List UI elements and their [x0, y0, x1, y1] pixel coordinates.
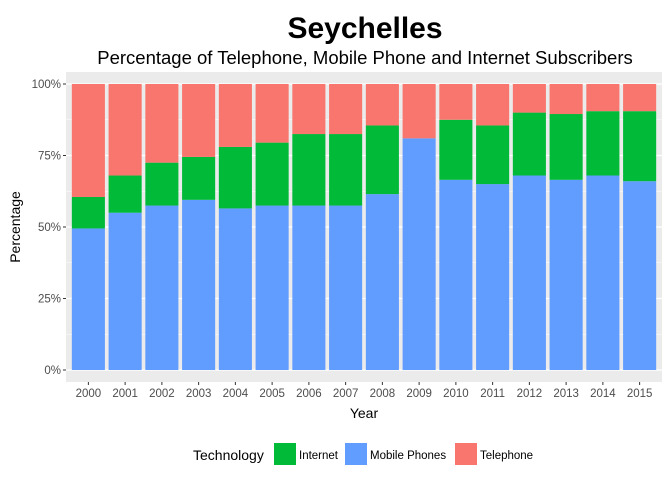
bar-telephone-2002	[145, 84, 179, 163]
bar-internet-2014	[586, 111, 620, 176]
bar-telephone-2011	[476, 84, 510, 126]
bar-internet-2011	[476, 125, 510, 185]
bar-telephone-2014	[586, 84, 620, 112]
legend-title: Technology	[193, 447, 264, 463]
x-tick-label: 2012	[517, 388, 543, 400]
bar-telephone-2008	[365, 84, 399, 126]
bar-internet-2012	[512, 112, 546, 176]
x-tick-label: 2010	[443, 388, 469, 400]
bar-internet-2007	[329, 134, 363, 206]
bar-mobile-phones-2005	[255, 205, 289, 370]
x-tick-label: 2007	[333, 388, 359, 400]
legend-swatch-telephone	[455, 443, 477, 465]
bar-telephone-2007	[329, 84, 363, 135]
bar-mobile-phones-2015	[623, 181, 657, 370]
x-tick-label: 2015	[627, 388, 653, 400]
x-tick-label: 2001	[112, 388, 138, 400]
bar-telephone-2015	[623, 84, 657, 112]
bar-telephone-2003	[182, 84, 216, 157]
bars-layer	[71, 84, 657, 370]
bar-mobile-phones-2012	[512, 175, 546, 370]
bar-internet-2006	[292, 134, 326, 206]
bar-internet-2013	[549, 114, 583, 180]
bar-mobile-phones-2009	[402, 138, 436, 370]
x-tick-label: 2009	[406, 388, 432, 400]
bar-mobile-phones-2007	[329, 205, 363, 370]
bar-mobile-phones-2004	[218, 208, 252, 370]
bar-internet-2010	[439, 119, 473, 180]
bar-mobile-phones-2001	[108, 212, 142, 370]
bar-internet-2002	[145, 162, 179, 206]
x-tick-label: 2006	[296, 388, 322, 400]
bar-mobile-phones-2000	[71, 228, 105, 370]
x-tick-label: 2004	[223, 388, 249, 400]
bar-internet-2000	[71, 196, 105, 229]
x-tick-label: 2014	[590, 388, 616, 400]
bar-telephone-2012	[512, 84, 546, 113]
legend-swatch-mobile-phones	[345, 443, 367, 465]
y-tick-label: 75%	[38, 151, 61, 163]
bar-internet-2004	[218, 146, 252, 209]
bar-telephone-2005	[255, 84, 289, 143]
y-tick-label: 25%	[38, 294, 61, 306]
bar-telephone-2009	[402, 84, 436, 139]
bar-mobile-phones-2010	[439, 179, 473, 370]
y-axis-title: Percentage	[7, 191, 23, 263]
x-axis: 2000 2001 2002 2003 2004 2005 2006 2007 2008 2009…	[76, 382, 653, 400]
bar-mobile-phones-2008	[365, 194, 399, 370]
x-tick-label: 2000	[76, 388, 102, 400]
bar-internet-2015	[623, 111, 657, 182]
bar-internet-2001	[108, 175, 142, 213]
legend-label: Internet	[299, 450, 339, 462]
x-tick-label: 2005	[259, 388, 285, 400]
y-tick-label: 0%	[44, 365, 61, 377]
bar-mobile-phones-2011	[476, 184, 510, 370]
bar-internet-2003	[182, 156, 216, 200]
bar-telephone-2004	[218, 84, 252, 147]
bar-telephone-2000	[71, 84, 105, 197]
legend-swatch-internet	[274, 443, 296, 465]
bar-mobile-phones-2013	[549, 179, 583, 370]
legend: Technology Internet Mobile Phones Telephon…	[193, 443, 533, 465]
bar-mobile-phones-2002	[145, 205, 179, 370]
bar-mobile-phones-2003	[182, 199, 216, 370]
bar-telephone-2013	[549, 84, 583, 115]
legend-label: Telephone	[480, 450, 533, 462]
x-tick-label: 2003	[186, 388, 212, 400]
bar-mobile-phones-2006	[292, 205, 326, 370]
y-tick-label: 50%	[38, 222, 61, 234]
x-axis-title: Year	[350, 405, 379, 421]
y-tick-label: 100%	[32, 79, 61, 91]
bar-telephone-2006	[292, 84, 326, 135]
bar-internet-2008	[365, 125, 399, 195]
legend-label: Mobile Phones	[370, 450, 446, 462]
chart-subtitle: Percentage of Telephone, Mobile Phone an…	[97, 47, 633, 68]
bar-telephone-2001	[108, 84, 142, 176]
x-tick-label: 2002	[149, 388, 175, 400]
bar-mobile-phones-2014	[586, 175, 620, 370]
bar-telephone-2010	[439, 84, 473, 120]
chart-title: Seychelles	[287, 12, 442, 45]
x-tick-label: 2011	[480, 388, 505, 400]
x-tick-label: 2008	[370, 388, 396, 400]
x-tick-label: 2013	[553, 388, 579, 400]
bar-internet-2005	[255, 142, 289, 206]
y-axis: 0% 25% 50% 75% 100%	[32, 79, 66, 377]
